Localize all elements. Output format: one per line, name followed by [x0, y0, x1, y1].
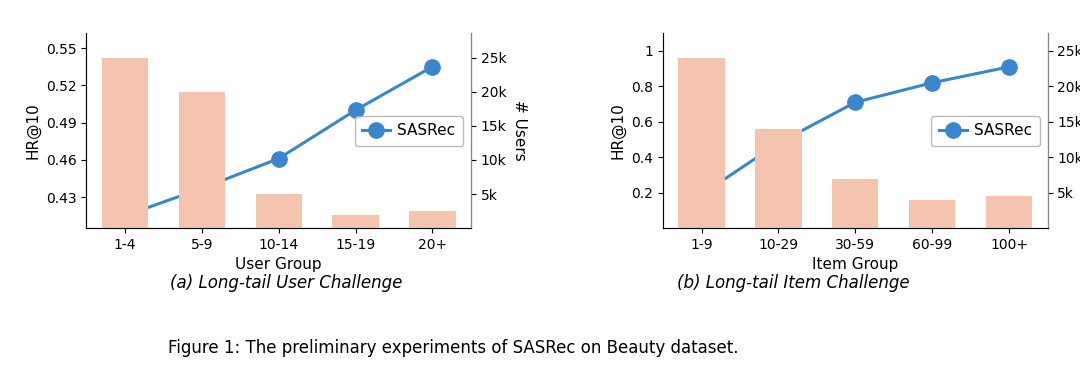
Y-axis label: HR@10: HR@10	[25, 102, 40, 159]
X-axis label: Item Group: Item Group	[812, 258, 899, 272]
Bar	[178, 92, 225, 228]
Bar	[678, 58, 725, 228]
SASRec	[1002, 65, 1015, 69]
Bar	[833, 178, 878, 228]
SASRec	[272, 156, 285, 161]
Y-axis label: # Users: # Users	[512, 100, 527, 161]
Legend: SASRec: SASRec	[354, 116, 463, 146]
Bar	[102, 58, 148, 228]
Text: (b) Long-tail Item Challenge: (b) Long-tail Item Challenge	[677, 274, 910, 292]
Text: Figure 1: The preliminary experiments of SASRec on Beauty dataset.: Figure 1: The preliminary experiments of…	[168, 339, 739, 357]
Bar	[256, 194, 301, 228]
Text: (a) Long-tail User Challenge: (a) Long-tail User Challenge	[170, 274, 403, 292]
SASRec	[696, 192, 708, 197]
SASRec	[119, 213, 132, 218]
Legend: SASRec: SASRec	[931, 116, 1040, 146]
SASRec	[772, 141, 785, 145]
Bar	[755, 129, 801, 228]
SASRec	[849, 100, 862, 105]
SASRec	[426, 64, 438, 69]
SASRec	[349, 108, 362, 112]
Line: SASRec: SASRec	[118, 59, 440, 223]
X-axis label: User Group: User Group	[235, 258, 322, 272]
Bar	[909, 200, 956, 228]
Bar	[333, 215, 379, 228]
Line: SASRec: SASRec	[694, 59, 1016, 202]
Bar	[986, 196, 1032, 228]
SASRec	[926, 81, 939, 85]
Bar	[409, 211, 456, 228]
Y-axis label: HR@10: HR@10	[610, 102, 625, 159]
SASRec	[195, 186, 208, 191]
